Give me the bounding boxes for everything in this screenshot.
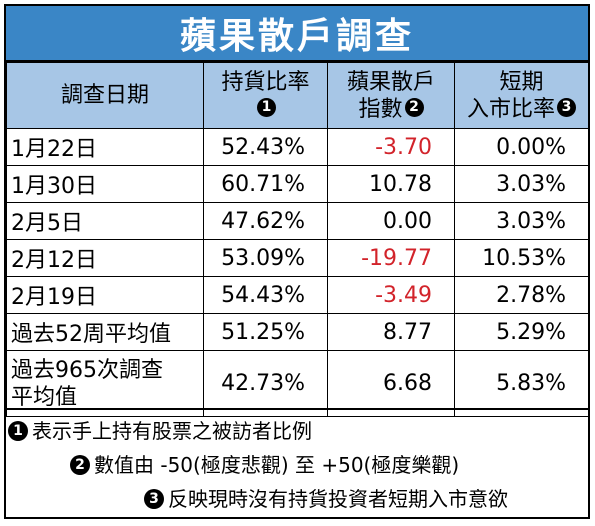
table-row: 2月5日 47.62% 0.00 3.03% — [6, 202, 589, 240]
row-date: 1月22日 — [6, 128, 204, 166]
row-entry-ratio: 5.29% — [454, 313, 589, 351]
header-date: 調查日期 — [6, 62, 204, 129]
row-holding-ratio: 53.09% — [203, 239, 328, 277]
survey-table: 調查日期 持貨比率 1 蘋果散戶 指數 2 短期 入市比率 3 1月22日 52.4… — [6, 62, 589, 417]
row-entry-ratio: 0.00% — [454, 128, 589, 166]
row-entry-ratio: 3.03% — [454, 165, 589, 203]
row-date: 過去52周平均值 — [6, 313, 204, 351]
footnote-marker-1: 1 — [8, 420, 28, 441]
header-entry-ratio: 短期 入市比率 3 — [454, 62, 589, 129]
row-retail-index: -3.49 — [327, 276, 455, 314]
row-retail-index: 10.78 — [327, 165, 455, 203]
row-retail-index: 8.77 — [327, 313, 455, 351]
row-retail-index: 0.00 — [327, 202, 455, 240]
footnote-marker-2: 2 — [70, 454, 90, 475]
row-date: 2月12日 — [6, 239, 204, 277]
header-holding-ratio: 持貨比率 1 — [203, 62, 328, 129]
survey-table-card: 蘋果散戶調查 調查日期 持貨比率 1 蘋果散戶 指數 2 短期 入市 — [4, 4, 590, 519]
row-entry-ratio: 2.78% — [454, 276, 589, 314]
table-row: 2月19日 54.43% -3.49 2.78% — [6, 276, 589, 314]
footnote-marker-3: 3 — [144, 488, 164, 509]
row-entry-ratio: 3.03% — [454, 202, 589, 240]
row-holding-ratio: 42.73% — [203, 350, 328, 417]
header-retail-index: 蘋果散戶 指數 2 — [327, 62, 455, 129]
row-holding-ratio: 51.25% — [203, 313, 328, 351]
footnote-1: 1 表示手上持有股票之被訪者比例 — [6, 414, 588, 448]
row-holding-ratio: 54.43% — [203, 276, 328, 314]
row-retail-index: 6.68 — [327, 350, 455, 417]
row-entry-ratio: 10.53% — [454, 239, 589, 277]
row-holding-ratio: 52.43% — [203, 128, 328, 166]
table-title: 蘋果散戶調查 — [6, 6, 588, 62]
footnote-marker-1: 1 — [257, 98, 276, 117]
row-entry-ratio: 5.83% — [454, 350, 589, 417]
footnote-marker-2: 2 — [404, 98, 424, 117]
row-date: 2月19日 — [6, 276, 204, 314]
footnote-marker-3: 3 — [557, 98, 576, 117]
footnote-2: 2 數值由 -50(極度悲觀) 至 +50(極度樂觀) — [6, 448, 588, 482]
row-date: 1月30日 — [6, 165, 204, 203]
row-date: 2月5日 — [6, 202, 204, 240]
table-row: 1月30日 60.71% 10.78 3.03% — [6, 165, 589, 203]
table-row: 2月12日 53.09% -19.77 10.53% — [6, 239, 589, 277]
footnotes: 1 表示手上持有股票之被訪者比例 2 數值由 -50(極度悲觀) 至 +50(極度樂… — [6, 408, 588, 517]
row-retail-index: -3.70 — [327, 128, 455, 166]
row-holding-ratio: 47.62% — [203, 202, 328, 240]
row-date: 過去965次調查 平均值 — [6, 350, 204, 417]
footnote-3: 3 反映現時沒有持貨投資者短期入市意欲 — [6, 482, 588, 516]
table-row: 過去965次調查 平均值 42.73% 6.68 5.83% — [6, 350, 589, 417]
header-row: 調查日期 持貨比率 1 蘋果散戶 指數 2 短期 入市比率 3 — [6, 62, 589, 129]
row-retail-index: -19.77 — [327, 239, 455, 277]
table-row: 1月22日 52.43% -3.70 0.00% — [6, 128, 589, 166]
row-holding-ratio: 60.71% — [203, 165, 328, 203]
table-row: 過去52周平均值 51.25% 8.77 5.29% — [6, 313, 589, 351]
